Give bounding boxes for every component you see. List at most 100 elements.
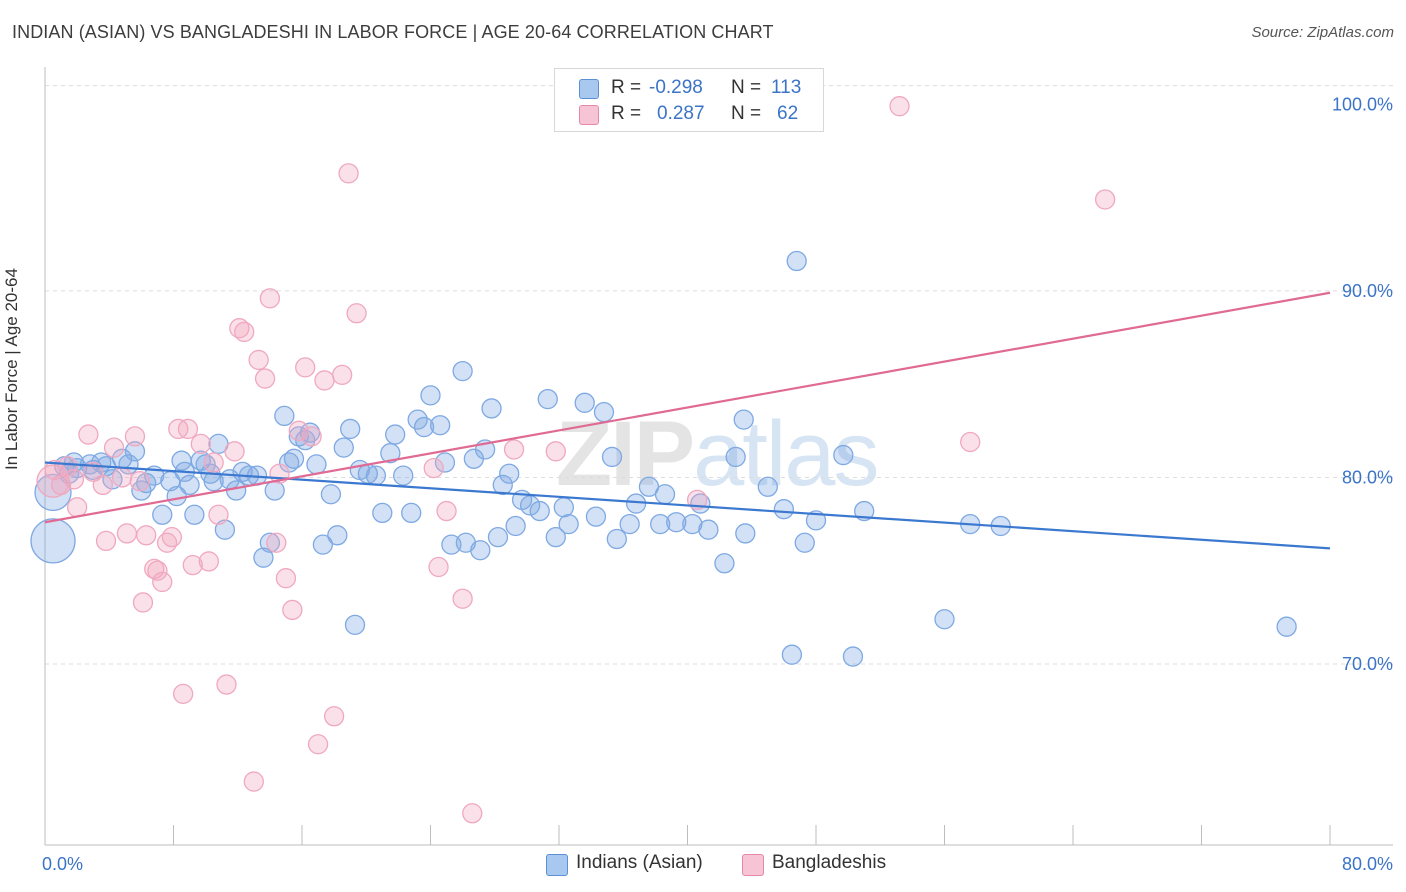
y-axis-label: In Labor Force | Age 20-64 — [2, 268, 21, 470]
stats-legend: R = -0.298 N = 113 R = 0.287 N = 62 — [554, 68, 824, 132]
bangladeshi-point — [124, 426, 146, 447]
indian-point — [429, 415, 451, 436]
indian-point — [757, 476, 778, 497]
bottom-legend-label-bangladeshis: Bangladeshis — [772, 852, 887, 873]
y-tick-label: 70.0% — [1342, 654, 1393, 674]
indian-point — [372, 502, 393, 524]
bangladeshi-point — [190, 433, 211, 455]
bangladeshi-point — [203, 452, 224, 473]
bangladeshi-point — [282, 599, 303, 621]
indian-point — [499, 463, 520, 484]
indian-point — [786, 250, 807, 272]
bangladeshi-point — [63, 469, 85, 490]
bangladeshi-point — [503, 439, 525, 460]
indian-point — [558, 513, 579, 535]
bangladeshi-point — [960, 431, 981, 453]
indian-point — [934, 609, 955, 630]
indian-point — [574, 392, 595, 413]
bangladeshi-point — [338, 163, 359, 184]
legend-swatch-indians — [579, 79, 599, 99]
indian-point — [682, 513, 703, 535]
indian-point — [30, 518, 76, 564]
legend-n-label: N = — [731, 77, 762, 98]
legend-swatch-bangladeshis — [579, 105, 599, 125]
chart-title: INDIAN (ASIAN) VS BANGLADESHI IN LABOR F… — [12, 22, 774, 42]
indian-point — [487, 527, 509, 548]
bangladeshi-point — [95, 530, 117, 552]
indian-point — [553, 497, 574, 518]
indian-point — [380, 443, 401, 464]
bangladeshi-point — [234, 321, 255, 343]
indian-point — [393, 465, 414, 486]
indian-point — [327, 525, 348, 546]
indian-point — [625, 493, 647, 514]
legend-r-value: 0.287 — [657, 103, 705, 124]
legend-n-value: 113 — [771, 77, 802, 98]
indian-point — [320, 484, 342, 505]
bangladeshi-point — [208, 504, 229, 525]
indian-point — [1276, 616, 1297, 637]
indian-point — [537, 388, 558, 410]
bangladeshi-point — [436, 500, 457, 522]
y-tick-label: 80.0% — [1342, 467, 1393, 487]
indian-point — [842, 646, 864, 667]
indian-point — [253, 547, 274, 568]
indian-point — [794, 532, 815, 553]
indian-point — [385, 424, 406, 445]
bangladeshi-point — [243, 771, 264, 792]
indian-point — [34, 473, 72, 512]
bangladeshi-point — [1094, 189, 1116, 210]
bangladeshi-point — [889, 96, 910, 117]
indian-trend-line — [44, 461, 1331, 550]
indian-point — [654, 484, 676, 505]
bangladeshi-point — [428, 556, 449, 578]
indian-point — [781, 644, 803, 665]
watermark-atlas: atlas — [693, 403, 879, 505]
bangladeshi-point — [116, 523, 138, 544]
x-tick-label: 80.0% — [1342, 854, 1393, 874]
indian-point — [650, 513, 671, 535]
indian-point — [401, 502, 422, 524]
bangladeshi-point — [152, 571, 173, 593]
indian-point — [585, 506, 607, 527]
bangladeshi-point — [44, 459, 65, 481]
legend-n-value: 62 — [777, 103, 799, 124]
bangladeshi-point — [275, 568, 297, 589]
bangladeshi-point — [177, 418, 199, 440]
bangladeshi-point — [57, 456, 78, 477]
indian-point — [124, 441, 146, 462]
bottom-legend-label-indians: Indians (Asian) — [576, 852, 703, 873]
indian-point — [179, 474, 200, 496]
bangladeshi-point — [132, 592, 154, 613]
indian-point — [725, 446, 746, 468]
indian-point — [735, 523, 756, 544]
indian-point — [545, 527, 566, 548]
indian-point — [225, 480, 247, 501]
bangladeshi-point — [423, 457, 444, 479]
indian-point — [492, 474, 513, 496]
bottom-legend-swatch-indians — [546, 854, 568, 876]
bangladeshi-point — [248, 349, 269, 371]
indian-point — [312, 534, 334, 555]
indian-point — [619, 513, 640, 535]
bangladeshi-point — [301, 426, 322, 447]
bangladeshi-point — [129, 471, 150, 492]
indian-point — [344, 614, 366, 635]
bangladeshi-trend-line — [44, 291, 1331, 524]
bangladeshi-point — [323, 706, 345, 727]
indian-point — [306, 454, 327, 475]
indian-point — [773, 499, 795, 520]
legend-n-label: N = — [731, 103, 762, 124]
legend-r-label: R = — [611, 77, 642, 98]
bangladeshi-point — [136, 525, 157, 546]
bangladeshi-point — [111, 467, 133, 488]
bangladeshi-point — [295, 357, 316, 378]
legend-r-label: R = — [611, 103, 642, 124]
indian-point — [606, 528, 627, 550]
bangladeshi-point — [172, 683, 194, 705]
bangladeshi-point — [314, 370, 335, 391]
indian-point — [152, 504, 173, 525]
indian-point — [666, 512, 687, 533]
legend-r-value: -0.298 — [649, 77, 703, 98]
bangladeshi-point — [462, 803, 483, 824]
